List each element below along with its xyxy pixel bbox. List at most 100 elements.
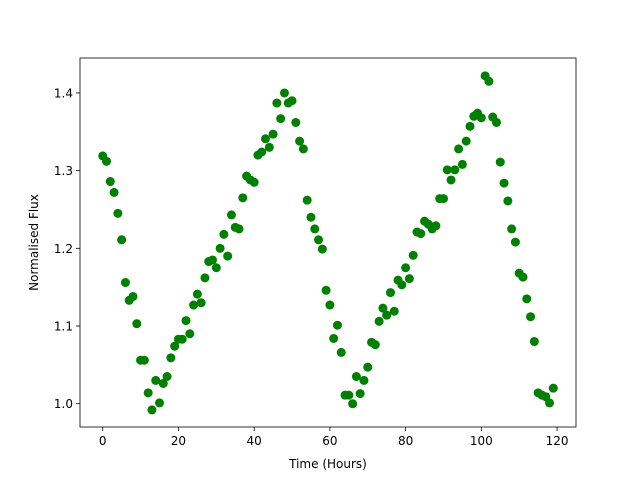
data-point bbox=[302, 195, 312, 205]
data-point bbox=[355, 389, 365, 399]
data-point bbox=[507, 224, 517, 234]
x-tick-label: 60 bbox=[322, 434, 337, 448]
plot-area bbox=[98, 71, 558, 415]
data-point bbox=[529, 337, 539, 347]
data-point bbox=[457, 159, 467, 169]
data-point bbox=[158, 378, 168, 388]
data-point bbox=[132, 319, 142, 329]
data-point bbox=[109, 187, 119, 197]
data-point bbox=[291, 117, 301, 127]
data-point bbox=[325, 300, 335, 310]
data-point bbox=[544, 398, 554, 408]
data-point bbox=[332, 320, 342, 330]
data-point bbox=[431, 221, 441, 231]
data-point bbox=[344, 390, 354, 400]
data-point bbox=[249, 177, 259, 187]
x-tick-label: 0 bbox=[99, 434, 107, 448]
data-point bbox=[454, 144, 464, 154]
data-point bbox=[495, 157, 505, 167]
data-point bbox=[170, 341, 180, 351]
data-point bbox=[181, 316, 191, 326]
data-point bbox=[461, 136, 471, 146]
data-point bbox=[226, 210, 236, 220]
data-point bbox=[151, 375, 161, 385]
data-point bbox=[147, 405, 157, 415]
data-point bbox=[287, 96, 297, 106]
data-point bbox=[450, 165, 460, 175]
data-point bbox=[128, 291, 138, 301]
data-point bbox=[177, 334, 187, 344]
data-point bbox=[215, 243, 225, 253]
data-point bbox=[397, 280, 407, 290]
data-point bbox=[522, 294, 532, 304]
data-point bbox=[257, 147, 267, 157]
data-point bbox=[438, 194, 448, 204]
data-point bbox=[518, 272, 528, 282]
data-point bbox=[219, 229, 229, 239]
data-point bbox=[314, 235, 324, 245]
data-point bbox=[276, 114, 286, 124]
data-point bbox=[374, 316, 384, 326]
data-point bbox=[465, 121, 475, 131]
data-point bbox=[208, 255, 218, 265]
data-point bbox=[491, 117, 501, 127]
data-point bbox=[526, 312, 536, 322]
data-point bbox=[264, 142, 274, 152]
data-point bbox=[162, 372, 172, 382]
data-point bbox=[548, 383, 558, 393]
data-point bbox=[476, 113, 486, 123]
data-point bbox=[166, 353, 176, 363]
data-point bbox=[321, 285, 331, 295]
data-point bbox=[503, 196, 513, 206]
data-point bbox=[317, 244, 327, 254]
data-point bbox=[120, 278, 130, 288]
data-point bbox=[117, 235, 127, 245]
data-point bbox=[272, 98, 282, 108]
y-tick-label: 1.3 bbox=[54, 164, 73, 178]
data-point bbox=[143, 388, 153, 398]
data-point bbox=[105, 177, 115, 187]
x-tick-label: 80 bbox=[398, 434, 413, 448]
y-tick-label: 1.1 bbox=[54, 320, 73, 334]
data-point bbox=[196, 298, 206, 308]
data-point bbox=[370, 340, 380, 350]
data-point bbox=[351, 372, 361, 382]
axis-ticks: 0 20 40 60 80 100 120 1.0 1.1 1.2 1.3 1.4 bbox=[54, 86, 569, 448]
data-point bbox=[234, 224, 244, 234]
y-tick-label: 1.4 bbox=[54, 86, 73, 100]
x-tick-label: 120 bbox=[546, 434, 569, 448]
data-point bbox=[238, 193, 248, 203]
data-point bbox=[416, 229, 426, 239]
data-point bbox=[211, 263, 221, 273]
data-point bbox=[329, 333, 339, 343]
data-point bbox=[268, 129, 278, 139]
data-point bbox=[192, 289, 202, 299]
data-point bbox=[185, 329, 195, 339]
data-point bbox=[484, 76, 494, 86]
data-point bbox=[446, 175, 456, 185]
data-point bbox=[295, 136, 305, 146]
data-point bbox=[336, 347, 346, 357]
data-point bbox=[382, 310, 392, 320]
data-point bbox=[385, 288, 395, 298]
x-tick-label: 40 bbox=[247, 434, 262, 448]
data-point bbox=[363, 362, 373, 372]
data-point bbox=[348, 399, 358, 409]
data-point bbox=[298, 144, 308, 154]
data-point bbox=[378, 303, 388, 313]
data-point bbox=[510, 237, 520, 247]
data-point bbox=[102, 156, 112, 166]
y-tick-label: 1.0 bbox=[54, 397, 73, 411]
data-point bbox=[155, 398, 165, 408]
x-tick-label: 100 bbox=[470, 434, 493, 448]
data-point bbox=[261, 134, 271, 144]
y-axis-label: Normalised Flux bbox=[27, 194, 41, 291]
data-point bbox=[223, 251, 233, 261]
data-point bbox=[408, 250, 418, 260]
data-point bbox=[442, 165, 452, 175]
y-tick-label: 1.2 bbox=[54, 242, 73, 256]
axes-frame bbox=[79, 57, 577, 428]
data-point bbox=[139, 355, 149, 365]
data-point bbox=[200, 273, 210, 283]
